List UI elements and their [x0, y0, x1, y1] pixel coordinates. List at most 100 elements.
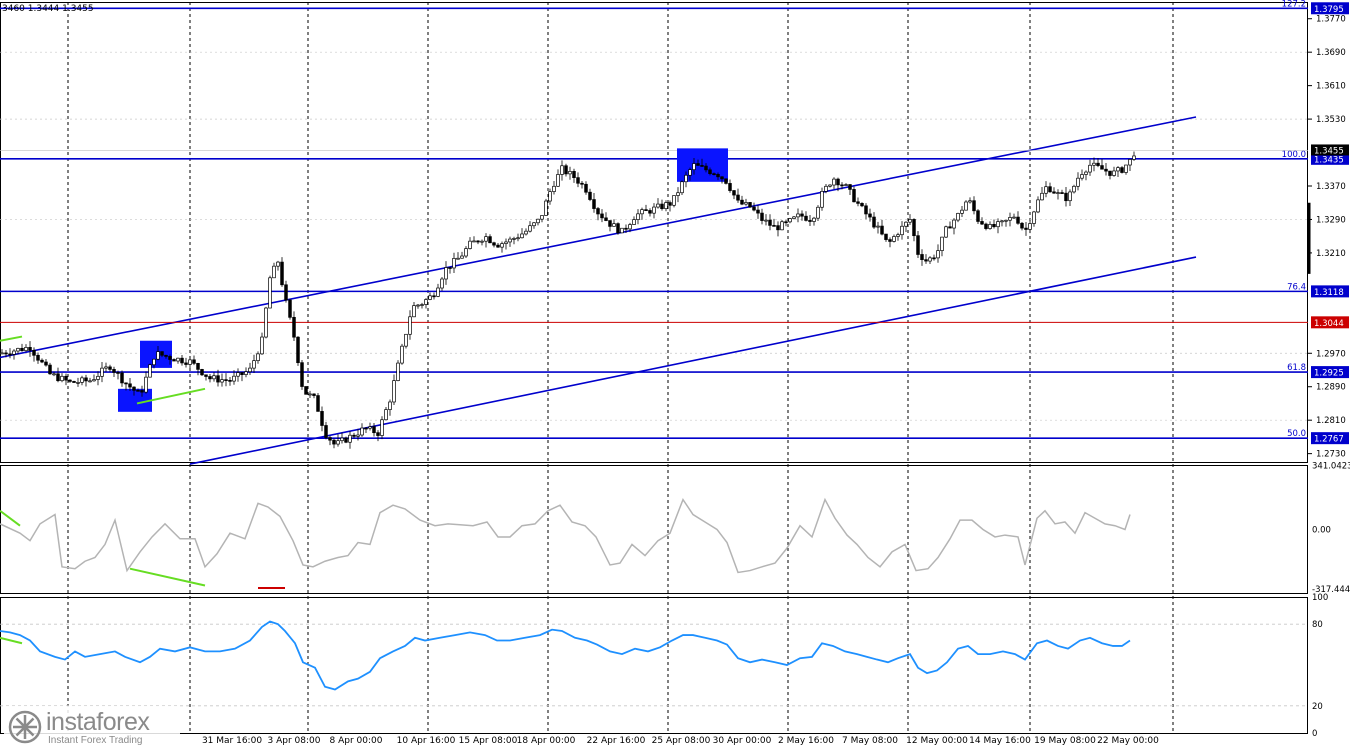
- candle: [236, 368, 240, 382]
- candle-body: [260, 336, 264, 355]
- y-tick-label: 1.2810: [1316, 416, 1346, 426]
- candle: [68, 379, 72, 383]
- candle: [680, 180, 684, 196]
- candle: [768, 214, 772, 231]
- candle-body: [176, 357, 180, 362]
- candle: [512, 236, 516, 245]
- rsi-series-line: [0, 620, 1131, 691]
- candle-body: [624, 227, 628, 230]
- candle: [704, 163, 708, 173]
- candle-body: [600, 213, 604, 219]
- candle-body: [364, 427, 368, 430]
- candle-body: [368, 426, 372, 429]
- candle-body: [1060, 192, 1064, 194]
- candle-body: [1012, 216, 1016, 219]
- candle: [1072, 184, 1076, 194]
- candle: [1096, 158, 1100, 168]
- candle-body: [192, 359, 196, 364]
- rsi-pane-frame: [0, 597, 1308, 734]
- candle: [224, 373, 228, 387]
- candle-body: [300, 362, 304, 387]
- candle-body: [480, 240, 484, 243]
- fib-level-label: 61.8: [1287, 363, 1306, 373]
- candle: [88, 377, 92, 383]
- candle-body: [76, 382, 80, 384]
- candle: [108, 364, 112, 372]
- y-tick-label: 1.3690: [1316, 48, 1346, 58]
- candle: [120, 370, 124, 387]
- candle-body: [80, 377, 84, 383]
- candle: [1000, 220, 1004, 227]
- candle: [720, 176, 724, 184]
- candle: [760, 208, 764, 225]
- x-tick-label: 3 Apr 08:00: [268, 736, 321, 746]
- candle-body: [836, 178, 840, 186]
- candle: [592, 192, 596, 213]
- candle-body: [420, 304, 424, 306]
- candle: [140, 385, 144, 397]
- candle: [920, 249, 924, 266]
- candle-body: [924, 259, 928, 262]
- candle: [460, 251, 464, 259]
- candle: [556, 169, 560, 187]
- candle: [660, 199, 664, 211]
- candle: [692, 157, 696, 175]
- candle: [400, 343, 404, 365]
- candle: [464, 246, 468, 259]
- candle: [52, 371, 56, 377]
- candle-body: [396, 362, 400, 381]
- candle: [404, 333, 408, 349]
- candle: [572, 168, 576, 183]
- level-price-box: [1311, 285, 1349, 298]
- candle-body: [592, 199, 596, 209]
- candle: [212, 372, 216, 382]
- instaforex-logo: instaforex Instant Forex Trading: [4, 706, 180, 748]
- candle: [136, 388, 140, 392]
- candle: [992, 219, 996, 229]
- candle: [584, 181, 588, 195]
- logo-name: instaforex: [46, 708, 150, 736]
- candle: [24, 344, 28, 352]
- candle-body: [1108, 170, 1112, 176]
- candle: [528, 221, 532, 233]
- candle-body: [316, 395, 320, 412]
- candle-body: [136, 389, 140, 392]
- candle-body: [388, 401, 392, 410]
- candle: [1008, 212, 1012, 227]
- candle: [972, 196, 976, 215]
- candle-body: [360, 427, 364, 436]
- candle: [612, 219, 616, 227]
- candle-body: [244, 371, 248, 375]
- candle-body: [328, 437, 332, 441]
- candle: [836, 177, 840, 192]
- candle-body: [284, 284, 288, 301]
- candle: [616, 222, 620, 235]
- candle-body: [84, 377, 88, 382]
- candle: [456, 252, 460, 260]
- candle-body: [296, 336, 300, 364]
- candle: [940, 236, 944, 257]
- candle-body: [104, 366, 108, 369]
- candle: [748, 201, 752, 208]
- candle: [320, 406, 324, 432]
- candle-body: [108, 366, 112, 370]
- candle: [344, 436, 348, 444]
- candle-body: [536, 218, 540, 224]
- candle-body: [132, 386, 136, 391]
- candle: [624, 224, 628, 233]
- candle: [1100, 158, 1104, 170]
- candle-body: [248, 367, 252, 373]
- candle-body: [760, 212, 764, 221]
- candle: [392, 374, 396, 405]
- candle: [820, 187, 824, 211]
- candle: [48, 362, 52, 375]
- candle-body: [512, 238, 516, 240]
- candle: [1048, 182, 1052, 193]
- candle: [756, 205, 760, 219]
- x-tick-label: 31 Mar 16:00: [202, 736, 262, 746]
- candle: [256, 351, 260, 364]
- candle: [744, 198, 748, 206]
- candle-body: [264, 307, 268, 338]
